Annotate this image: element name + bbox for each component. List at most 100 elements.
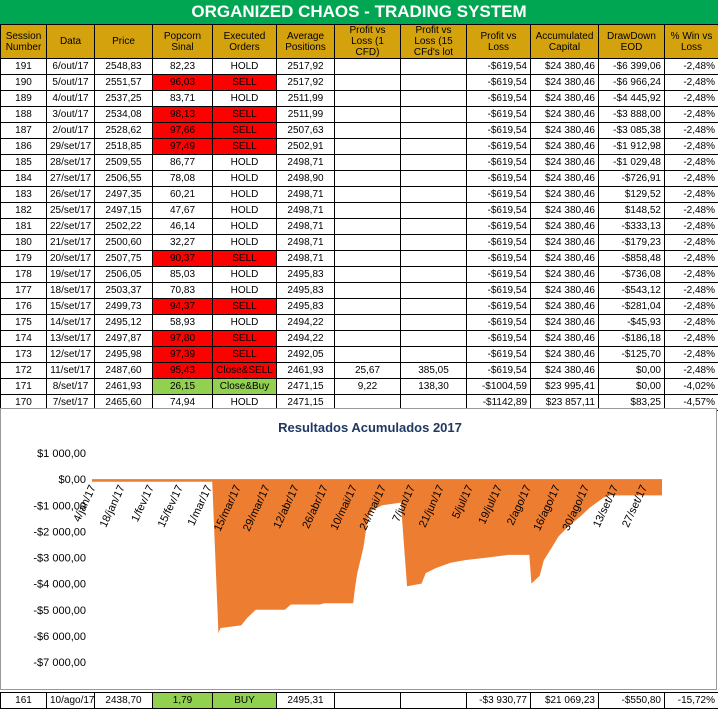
table-cell: 2498,71 [276,218,335,235]
table-cell: $24 380,46 [530,74,599,91]
table-cell: $24 380,46 [530,138,599,155]
table-cell: 97,80 [152,330,213,347]
table-cell: HOLD [212,170,277,187]
table-cell [400,106,467,123]
table-cell: -2,48% [664,74,718,91]
table-row: 174 13/set/17 2497,87 97,80 SELL 2494,22 -$619… [0,330,718,347]
table-cell: -15,72% [664,692,718,709]
table-cell [400,202,467,219]
table-cell: $0,00 [598,362,665,379]
table-cell: 22/set/17 [46,218,95,235]
table-cell: -$619,54 [466,218,531,235]
table-cell: -$619,54 [466,170,531,187]
table-cell: -$179,23 [598,234,665,251]
table-cell: -2,48% [664,202,718,219]
table-cell: -2,48% [664,154,718,171]
table-cell: -$619,54 [466,90,531,107]
table-cell: $24 380,46 [530,250,599,267]
table-cell: -$543,12 [598,282,665,299]
table-cell: 2494,22 [276,314,335,331]
table-cell [334,314,401,331]
table-cell: $24 380,46 [530,90,599,107]
column-header: Executed Orders [212,24,277,59]
trades-table: Session Number Data Price Popcorn Sinal Exec… [0,24,718,411]
table-cell: -2,48% [664,186,718,203]
table-cell: 2498,90 [276,170,335,187]
table-cell: 2511,99 [276,90,335,107]
table-cell: 2551,57 [94,74,153,91]
table-cell: $24 380,46 [530,154,599,171]
table-cell: 2461,93 [94,378,153,395]
table-cell: -2,48% [664,170,718,187]
table-cell: -2,48% [664,298,718,315]
table-cell: 2506,55 [94,170,153,187]
table-cell [334,346,401,363]
table-row: 185 28/set/17 2509,55 86,77 HOLD 2498,71 -$619… [0,154,718,171]
table-cell: 385,05 [400,362,467,379]
table-cell: 5/out/17 [46,74,95,91]
table-cell: 2/out/17 [46,122,95,139]
table-cell: 2495,12 [94,314,153,331]
y-tick-label: -$4 000,00 [33,579,86,591]
table-cell: 3/out/17 [46,106,95,123]
table-cell: 178 [0,266,47,283]
table-cell: -$1004,59 [466,378,531,395]
table-cell [334,106,401,123]
trades-table-bottom: 161 10/ago/17 2438,70 1,79 BUY 2495,31 -$3 930… [0,692,718,709]
table-cell: 32,27 [152,234,213,251]
table-cell: -2,48% [664,346,718,363]
table-cell: -$619,54 [466,362,531,379]
table-cell: 2497,87 [94,330,153,347]
table-cell [334,90,401,107]
table-cell: 90,37 [152,250,213,267]
table-cell: 25/set/17 [46,202,95,219]
table-cell [400,74,467,91]
table-cell: SELL [212,250,277,267]
table-cell: 86,77 [152,154,213,171]
table-cell: HOLD [212,58,277,75]
table-cell: SELL [212,74,277,91]
table-cell: 185 [0,154,47,171]
table-cell: SELL [212,298,277,315]
table-cell: 58,93 [152,314,213,331]
table-cell [334,692,401,709]
table-row: 178 19/set/17 2506,05 85,03 HOLD 2495,83 -$619… [0,266,718,283]
table-cell: 85,03 [152,266,213,283]
table-row: 161 10/ago/17 2438,70 1,79 BUY 2495,31 -$3 930… [0,692,718,709]
table-cell: 171 [0,378,47,395]
table-cell: HOLD [212,90,277,107]
y-tick-label: $1 000,00 [37,448,86,460]
table-cell: 2494,22 [276,330,335,347]
table-cell: $24 380,46 [530,234,599,251]
table-cell: $24 380,46 [530,362,599,379]
table-cell: 190 [0,74,47,91]
table-cell: 2500,60 [94,234,153,251]
table-cell [334,218,401,235]
table-cell: -2,48% [664,218,718,235]
table-row: 186 29/set/17 2518,85 97,49 SELL 2502,91 -$619… [0,138,718,155]
table-cell [334,266,401,283]
table-cell: 2495,83 [276,298,335,315]
table-cell: -$6 966,24 [598,74,665,91]
table-cell [400,58,467,75]
table-cell: 2495,83 [276,266,335,283]
table-cell: HOLD [212,314,277,331]
table-cell: 2507,63 [276,122,335,139]
column-header: Average Positions [276,24,335,59]
column-header: Popcorn Sinal [152,24,213,59]
table-cell: -$619,54 [466,106,531,123]
table-cell: 82,23 [152,58,213,75]
area [92,479,662,634]
table-cell: $24 380,46 [530,106,599,123]
table-cell: 2517,92 [276,74,335,91]
table-cell [400,170,467,187]
y-tick-label: -$1 000,00 [33,500,86,512]
table-cell: HOLD [212,154,277,171]
table-cell: 2498,71 [276,202,335,219]
table-cell: 98,13 [152,106,213,123]
table-cell: 19/set/17 [46,266,95,283]
table-cell: SELL [212,122,277,139]
table-row: 190 5/out/17 2551,57 96,03 SELL 2517,92 -$619,… [0,74,718,91]
table-cell: $148,52 [598,202,665,219]
table-cell: 29/set/17 [46,138,95,155]
